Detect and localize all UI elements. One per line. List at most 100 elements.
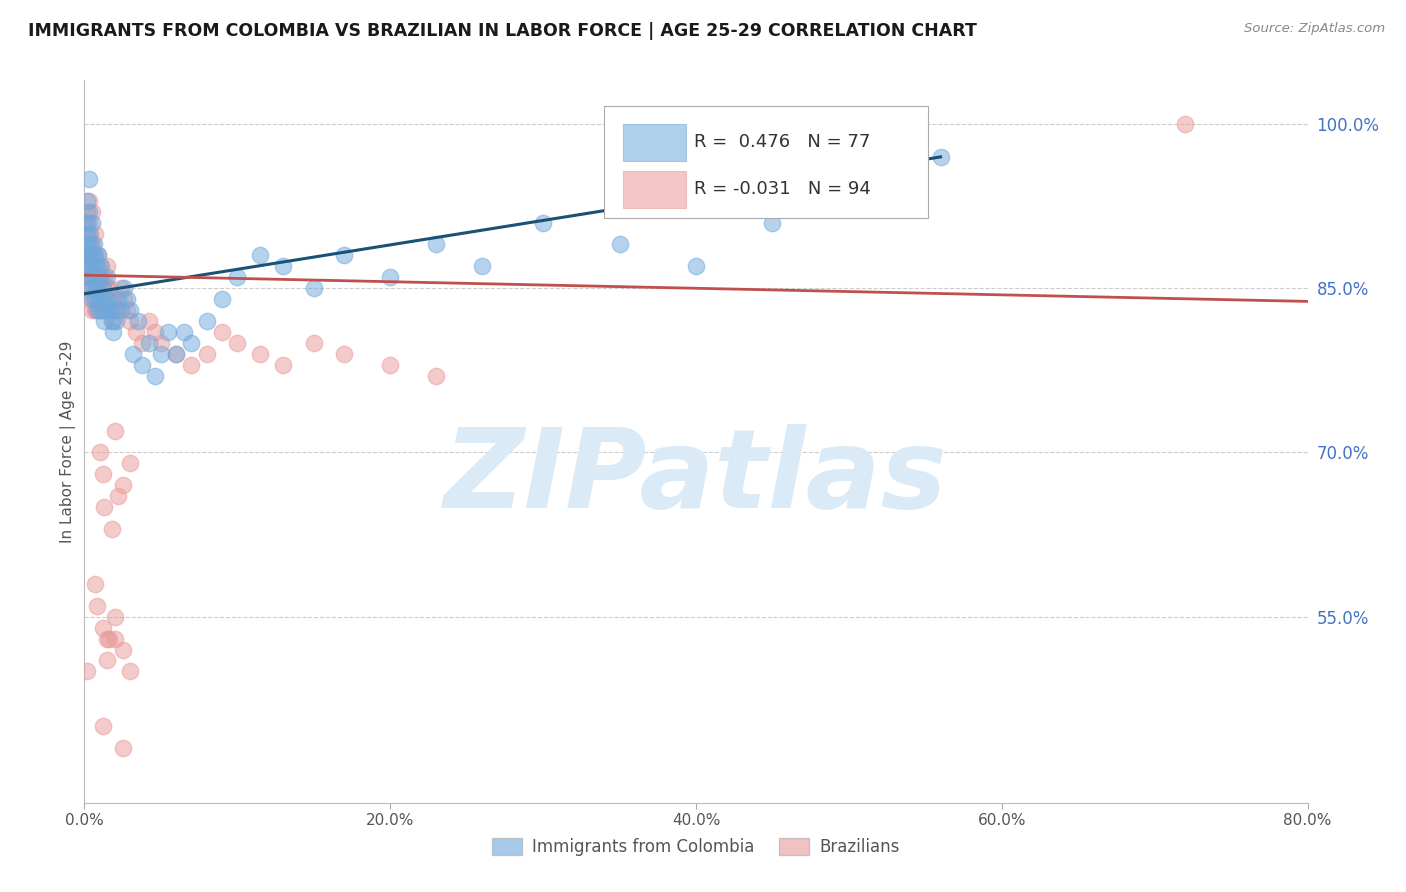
Y-axis label: In Labor Force | Age 25-29: In Labor Force | Age 25-29	[60, 341, 76, 542]
Point	[84, 270, 107, 285]
Point	[75, 216, 97, 230]
Point	[83, 248, 105, 262]
Point	[98, 292, 121, 306]
Point	[75, 237, 97, 252]
Point	[112, 292, 135, 306]
Point	[77, 260, 100, 274]
Point	[1174, 117, 1197, 131]
Point	[80, 270, 103, 285]
Point	[107, 489, 129, 503]
Point	[76, 248, 98, 262]
Point	[333, 248, 356, 262]
Point	[122, 347, 145, 361]
Point	[120, 665, 142, 679]
Point	[91, 467, 114, 482]
Point	[101, 303, 124, 318]
Point	[115, 292, 138, 306]
Point	[76, 260, 98, 274]
Point	[80, 292, 103, 306]
Point	[91, 621, 114, 635]
Point	[97, 632, 120, 646]
Point	[90, 260, 112, 274]
Text: R = -0.031   N = 94: R = -0.031 N = 94	[693, 180, 870, 198]
Point	[111, 478, 134, 492]
Point	[101, 314, 124, 328]
Point	[302, 281, 325, 295]
Point	[91, 303, 114, 318]
Point	[86, 260, 108, 274]
Point	[271, 358, 294, 372]
Point	[685, 260, 707, 274]
Point	[77, 270, 100, 285]
Point	[89, 270, 111, 285]
Point	[76, 194, 98, 208]
Point	[853, 194, 876, 208]
Point	[226, 270, 249, 285]
FancyBboxPatch shape	[623, 170, 686, 208]
Point	[96, 303, 118, 318]
Point	[87, 292, 110, 306]
Point	[84, 248, 107, 262]
Point	[125, 325, 148, 339]
Point	[131, 336, 153, 351]
Point	[249, 248, 271, 262]
Point	[609, 237, 631, 252]
Point	[84, 577, 107, 591]
Point	[89, 260, 111, 274]
Point	[104, 292, 127, 306]
Point	[89, 303, 111, 318]
Point	[96, 281, 118, 295]
Point	[87, 270, 110, 285]
Point	[96, 632, 118, 646]
Point	[79, 292, 101, 306]
Point	[91, 303, 114, 318]
Point	[84, 260, 107, 274]
Point	[111, 642, 134, 657]
FancyBboxPatch shape	[623, 123, 686, 161]
Point	[87, 270, 110, 285]
Point	[87, 248, 110, 262]
Point	[80, 237, 103, 252]
Point	[165, 347, 187, 361]
Point	[86, 303, 108, 318]
Point	[77, 227, 100, 241]
Point	[195, 314, 218, 328]
Point	[180, 336, 202, 351]
Point	[89, 303, 111, 318]
Point	[79, 248, 101, 262]
Point	[138, 314, 160, 328]
Point	[173, 325, 195, 339]
Point	[89, 445, 111, 459]
FancyBboxPatch shape	[605, 105, 928, 218]
Legend: Immigrants from Colombia, Brazilians: Immigrants from Colombia, Brazilians	[485, 831, 907, 863]
Point	[107, 292, 129, 306]
Point	[79, 237, 101, 252]
Point	[76, 216, 98, 230]
Point	[120, 457, 142, 471]
Point	[120, 303, 142, 318]
Point	[929, 150, 952, 164]
Point	[77, 204, 100, 219]
Point	[195, 347, 218, 361]
Point	[84, 281, 107, 295]
Point	[77, 216, 100, 230]
Point	[149, 336, 172, 351]
Point	[75, 260, 97, 274]
Point	[271, 260, 294, 274]
Point	[149, 347, 172, 361]
Point	[333, 347, 356, 361]
Point	[98, 303, 121, 318]
Point	[77, 171, 100, 186]
Point	[101, 522, 124, 536]
Point	[103, 325, 125, 339]
Point	[104, 303, 127, 318]
Point	[86, 303, 108, 318]
Text: R =  0.476   N = 77: R = 0.476 N = 77	[693, 133, 870, 152]
Point	[94, 303, 117, 318]
Point	[120, 314, 142, 328]
Point	[110, 303, 132, 318]
Point	[80, 248, 103, 262]
Point	[471, 260, 494, 274]
Point	[80, 260, 103, 274]
Point	[89, 281, 111, 295]
